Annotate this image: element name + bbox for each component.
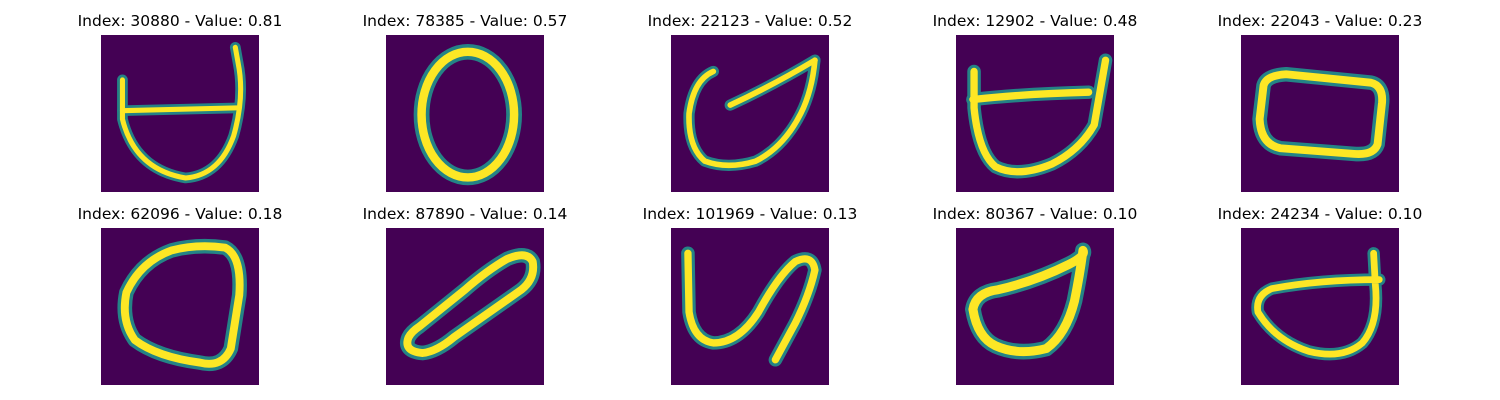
panel-title: Index: 12902 - Value: 0.48	[932, 12, 1138, 30]
sample-panel: Index: 62096 - Value: 0.18	[30, 193, 330, 385]
panel-title: Index: 78385 - Value: 0.57	[362, 12, 568, 30]
sample-panel: Index: 78385 - Value: 0.57	[315, 0, 615, 192]
panel-title: Index: 22043 - Value: 0.23	[1217, 12, 1423, 30]
sample-image	[956, 35, 1114, 192]
panel-title: Index: 101969 - Value: 0.13	[642, 205, 858, 223]
sample-image	[1241, 228, 1399, 385]
panel-title: Index: 62096 - Value: 0.18	[77, 205, 283, 223]
sample-image	[386, 35, 544, 192]
sample-image	[671, 228, 829, 385]
stroke-core	[120, 242, 244, 368]
stroke-core	[1254, 249, 1383, 358]
sample-panel: Index: 12902 - Value: 0.48	[885, 0, 1185, 192]
sample-image	[101, 228, 259, 385]
sample-image	[956, 228, 1114, 385]
sample-panel: Index: 24234 - Value: 0.10	[1170, 193, 1470, 385]
stroke-core	[684, 249, 819, 364]
panel-title: Index: 22123 - Value: 0.52	[647, 12, 853, 30]
stroke-core	[417, 47, 519, 182]
sample-panel: Index: 22043 - Value: 0.23	[1170, 0, 1470, 192]
sample-panel: Index: 87890 - Value: 0.14	[315, 193, 615, 385]
stroke-core	[968, 245, 1088, 357]
sample-image	[1241, 35, 1399, 192]
panel-title: Index: 80367 - Value: 0.10	[932, 205, 1138, 223]
panel-title: Index: 87890 - Value: 0.14	[362, 205, 568, 223]
stroke-core	[1255, 70, 1387, 159]
sample-image	[386, 228, 544, 385]
sample-panel: Index: 30880 - Value: 0.81	[30, 0, 330, 192]
sample-image	[671, 35, 829, 192]
sample-panel: Index: 22123 - Value: 0.52	[600, 0, 900, 192]
sample-panel: Index: 101969 - Value: 0.13	[600, 193, 900, 385]
panel-title: Index: 24234 - Value: 0.10	[1217, 205, 1423, 223]
sample-image	[101, 35, 259, 192]
stroke-core	[686, 57, 818, 169]
sample-panel: Index: 80367 - Value: 0.10	[885, 193, 1185, 385]
panel-title: Index: 30880 - Value: 0.81	[77, 12, 283, 30]
stroke-core	[403, 251, 538, 357]
stroke-core	[119, 44, 244, 181]
stroke-core	[969, 56, 1110, 176]
